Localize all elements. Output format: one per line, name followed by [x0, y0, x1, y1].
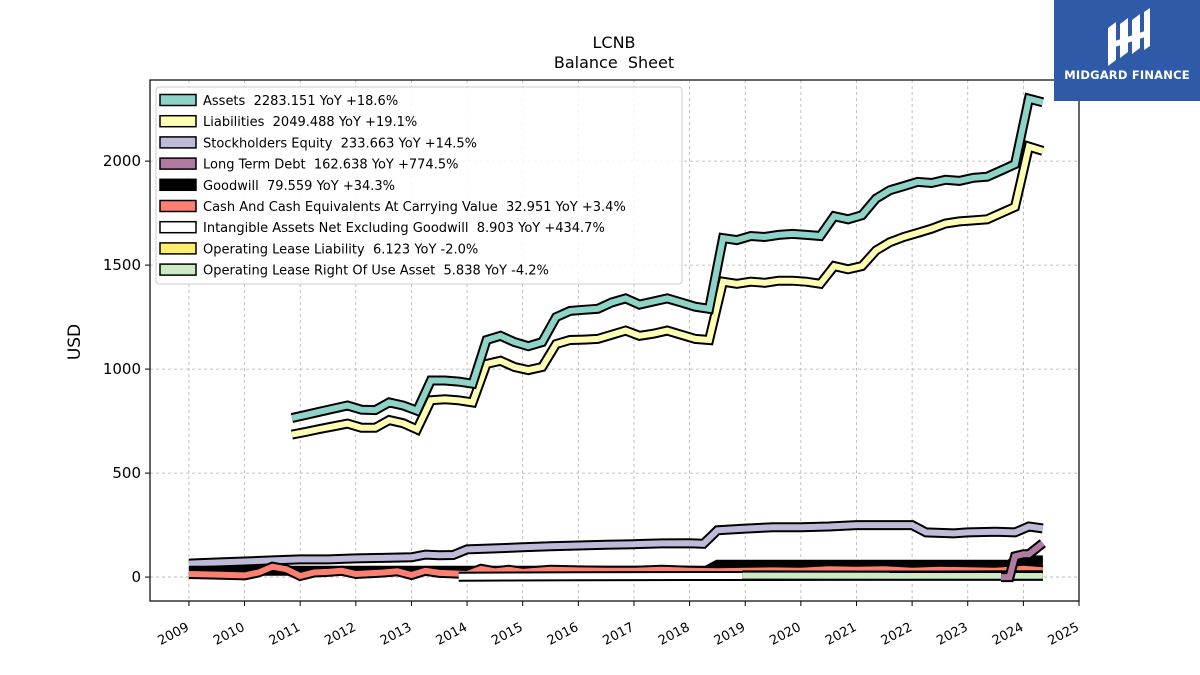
legend-box: [155, 86, 683, 285]
legend-swatch: [159, 93, 197, 107]
series-layer: [188, 92, 1046, 583]
x-axis-ticks: 2009 2010 2011 2012 2013 2014 2015 2016 2017 2018…: [155, 601, 1082, 649]
legend-label: Liabilities 2049.488 YoY +19.1%: [203, 115, 417, 130]
legend-swatch: [159, 263, 197, 276]
series-line-stockholders-equity: [188, 522, 1044, 567]
y-axis-label: USD: [65, 324, 85, 360]
series-line-long-term-debt: [1001, 540, 1045, 581]
legend-label: Operating Lease Liability 6.123 YoY -2.0…: [203, 242, 478, 257]
y-axis-ticks: 0 500 1000 1500 2000: [103, 152, 150, 586]
legend-swatch: [159, 242, 197, 255]
legend-label: Stockholders Equity 233.663 YoY +14.5%: [203, 136, 477, 151]
logo-text: MIDGARD FINANCE: [1064, 68, 1190, 82]
legend-label: Operating Lease Right Of Use Asset 5.838…: [203, 264, 549, 279]
legend-label: Assets 2283.151 YoY +18.6%: [203, 94, 398, 109]
x-tick-label: 2014: [434, 620, 470, 649]
series-line-cash-and-cash-equivalents-at-carrying-value: [188, 563, 1044, 580]
x-tick-label: 2021: [823, 620, 859, 649]
series-line-assets: [291, 95, 1044, 421]
x-tick-label: 2013: [378, 620, 414, 649]
legend-label: Cash And Cash Equivalents At Carrying Va…: [203, 200, 626, 215]
x-tick-label: 2025: [1046, 620, 1082, 649]
y-tick-label: 1000: [103, 360, 141, 378]
y-tick-label: 0: [131, 568, 141, 586]
legend-swatch: [159, 178, 197, 192]
y-tick-label: 2000: [103, 152, 141, 170]
legend: Assets 2283.151 YoY +18.6% Liabilities 20…: [155, 86, 683, 285]
plot-frame: [149, 79, 1080, 602]
x-tick-label: 2015: [489, 620, 525, 649]
legend-label: Intangible Assets Net Excluding Goodwill…: [203, 221, 605, 236]
y-tick-label: 1500: [103, 256, 141, 274]
x-tick-label: 2011: [267, 620, 303, 649]
x-tick-label: 2010: [211, 620, 247, 649]
x-tick-label: 2016: [545, 620, 581, 649]
legend-label: Long Term Debt 162.638 YoY +774.5%: [203, 158, 458, 173]
x-tick-label: 2009: [155, 620, 191, 649]
x-tick-label: 2018: [656, 620, 692, 649]
legend-swatch: [159, 220, 197, 234]
x-tick-label: 2012: [322, 620, 358, 649]
x-tick-label: 2022: [879, 620, 915, 649]
x-tick-label: 2020: [767, 620, 803, 649]
x-tick-label: 2019: [712, 620, 748, 649]
x-tick-label: 2023: [934, 620, 970, 649]
y-tick-label: 500: [112, 464, 141, 482]
series-line-liabilities: [291, 142, 1044, 438]
legend-swatch: [159, 136, 197, 149]
legend-swatch: [159, 157, 197, 170]
legend-swatch: [159, 114, 197, 128]
chart-title: LCNB: [592, 33, 635, 52]
chart-subtitle: Balance Sheet: [554, 53, 674, 72]
x-tick-label: 2017: [601, 620, 637, 649]
x-tick-label: 2024: [990, 620, 1026, 649]
legend-label: Goodwill 79.559 YoY +34.3%: [203, 179, 395, 194]
legend-swatch: [159, 199, 197, 213]
midgard-logo-icon: [1108, 8, 1150, 66]
